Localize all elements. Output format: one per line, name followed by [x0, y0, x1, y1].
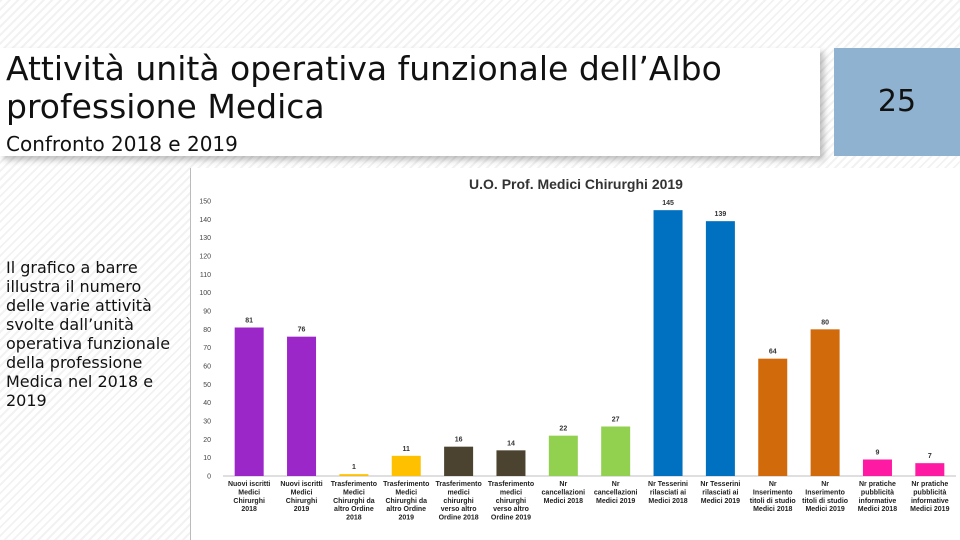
- y-tick-label: 10: [203, 455, 211, 462]
- bar: [339, 474, 369, 476]
- y-tick-label: 0: [207, 474, 211, 481]
- category-label: Trasferimento Medici Chirurghi da altro Ord…: [383, 481, 429, 522]
- title-box: [0, 48, 820, 156]
- slide-subtitle: Confronto 2018 e 2019: [6, 132, 238, 156]
- category-label: Nr pratiche pubblicità informative Medici 2…: [858, 481, 897, 513]
- bar-chart: U.O. Prof. Medici Chirurghi 2019 0 10 20 30 4…: [199, 176, 956, 522]
- y-tick-label: 150: [199, 199, 211, 206]
- data-label: 11: [403, 446, 411, 453]
- data-label: 64: [769, 349, 777, 356]
- category-label: Nuovi iscritti Medici Chirurghi 2019: [280, 481, 322, 513]
- bar: [234, 327, 264, 476]
- y-tick-label: 60: [203, 364, 211, 371]
- data-label: 16: [455, 437, 463, 444]
- category-label: Nr cancellazioni Medici 2019: [594, 481, 638, 505]
- data-label: 9: [876, 450, 880, 457]
- y-tick-label: 80: [203, 327, 211, 334]
- bar: [391, 455, 421, 476]
- bar: [915, 463, 945, 476]
- bar: [444, 446, 474, 476]
- bar: [810, 329, 840, 476]
- data-label: 27: [612, 417, 620, 424]
- y-tick-label: 110: [200, 272, 211, 279]
- category-label: Trasferimento medici chirurghi verso altro O…: [435, 481, 481, 522]
- data-label: 145: [662, 200, 674, 207]
- data-label: 76: [298, 327, 306, 334]
- category-label: Nr cancellazioni Medici 2018: [542, 481, 586, 505]
- category-label: Nr Tesserini rilasciati ai Medici 2019: [700, 481, 740, 505]
- y-tick-label: 130: [199, 235, 211, 242]
- chart-frame: U.O. Prof. Medici Chirurghi 2019 0 10 20 30 4…: [190, 168, 960, 540]
- y-tick-label: 90: [203, 309, 211, 316]
- page-number: 25: [877, 84, 917, 119]
- category-label: Trasferimento medici chirurghi verso altro O…: [488, 481, 534, 522]
- bar: [653, 210, 683, 476]
- bar: [548, 435, 578, 476]
- category-label: Nr Inserimento titoli di studio Medici 2018: [750, 481, 796, 513]
- bar: [862, 459, 892, 476]
- bar: [705, 221, 735, 476]
- data-label: 139: [715, 211, 727, 218]
- y-tick-label: 120: [199, 254, 211, 261]
- bar: [758, 358, 788, 476]
- slide-title: Attività unità operativa funzionale dell…: [6, 49, 722, 126]
- data-label: 22: [559, 426, 567, 433]
- data-label: 81: [245, 318, 253, 325]
- y-tick-label: 70: [203, 345, 211, 352]
- category-label: Nr pratiche pubblicità informative Medici 2…: [910, 481, 949, 513]
- bar: [601, 426, 631, 476]
- category-label: Trasferimento Medici Chirurghi da altro Ord…: [331, 481, 377, 522]
- page-number-box: 25: [834, 48, 960, 156]
- data-label: 1: [352, 464, 356, 471]
- y-tick-label: 50: [203, 382, 211, 389]
- chart-description: Il grafico a barre illustra il numero de…: [6, 258, 171, 410]
- category-label: Nuovi iscritti Medici Chirurghi 2018: [228, 481, 270, 513]
- category-label: Nr Tesserini rilasciati ai Medici 2018: [648, 481, 688, 505]
- data-label: 80: [821, 319, 829, 326]
- bar: [496, 450, 526, 476]
- data-label: 14: [507, 440, 515, 447]
- category-label: Nr Inserimento titoli di studio Medici 2019: [802, 481, 848, 513]
- y-tick-label: 20: [203, 437, 211, 444]
- y-tick-label: 100: [199, 290, 211, 297]
- y-tick-label: 40: [203, 400, 211, 407]
- bar: [287, 336, 317, 476]
- y-tick-label: 140: [199, 217, 211, 224]
- chart-title: U.O. Prof. Medici Chirurghi 2019: [469, 176, 683, 192]
- data-label: 7: [928, 453, 932, 460]
- y-tick-label: 30: [203, 419, 211, 426]
